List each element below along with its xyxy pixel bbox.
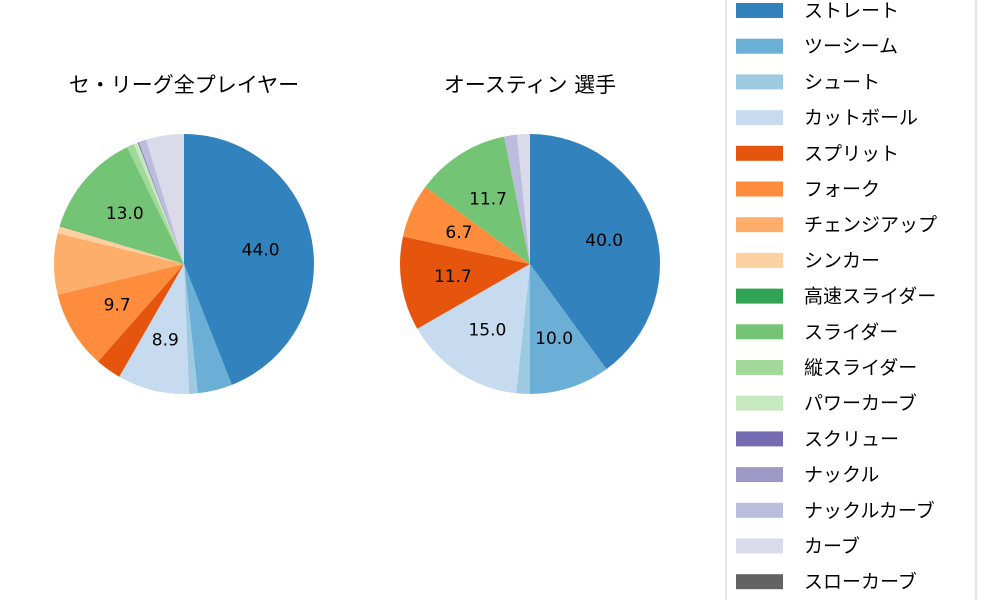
legend-swatch — [736, 110, 783, 126]
pie-slice — [516, 134, 530, 264]
pie-slice — [54, 233, 185, 295]
slice-value-label: 44.0 — [242, 240, 280, 260]
legend-label: 高速スライダー — [804, 286, 936, 308]
pie-slice — [57, 264, 184, 362]
pie-slice — [425, 136, 530, 264]
slice-value-label: 9.7 — [104, 295, 131, 315]
legend-swatch — [736, 502, 783, 518]
legend-label: ストレート — [804, 0, 899, 22]
pie-slice — [504, 134, 530, 264]
pie-slice — [184, 264, 198, 394]
legend-swatch — [736, 145, 783, 161]
slice-value-label: 11.7 — [469, 189, 507, 209]
pie-slice — [137, 142, 184, 264]
legend-swatch — [736, 181, 783, 197]
legend-swatch — [736, 538, 783, 554]
legend-swatch — [736, 324, 783, 340]
pie-slice — [146, 134, 184, 264]
legend-label: フォーク — [804, 179, 880, 201]
legend-label: シンカー — [804, 250, 880, 272]
legend-label: 縦スライダー — [804, 357, 917, 379]
pie-slice — [402, 186, 530, 264]
pie-slice — [59, 225, 184, 264]
pie-title: オースティン 選手 — [444, 73, 616, 97]
legend-label: スプリット — [804, 143, 899, 165]
legend-swatch — [736, 431, 783, 447]
slice-value-label: 40.0 — [585, 231, 623, 251]
legend-label: ナックルカーブ — [804, 499, 935, 522]
legend-swatch — [736, 38, 783, 54]
legend-swatch — [736, 467, 783, 483]
legend-label: カットボール — [804, 107, 918, 129]
pie-slice — [417, 264, 530, 394]
slice-value-label: 8.9 — [152, 331, 179, 351]
legend-swatch — [736, 288, 783, 304]
pie-austin: オースティン 選手 40.0 10.0 15.0 11.7 6.7 11.7 — [400, 73, 660, 394]
pie-slice — [57, 226, 184, 264]
legend-swatch — [736, 360, 783, 375]
legend-swatch — [736, 3, 783, 18]
pie-slice — [400, 236, 530, 329]
pie-slice — [139, 139, 184, 264]
pie-slice — [127, 144, 184, 264]
pie-slice — [184, 264, 232, 394]
slice-value-label: 15.0 — [468, 320, 506, 340]
legend-frame — [725, 0, 977, 600]
legend-label: パワーカーブ — [804, 392, 917, 415]
pie-slice — [530, 134, 660, 370]
pie-slice — [516, 264, 530, 394]
legend-swatch — [736, 217, 783, 233]
slice-value-label: 10.0 — [535, 329, 573, 349]
slice-value-label: 11.7 — [434, 267, 472, 287]
pie-slice — [59, 147, 185, 264]
pie-slice — [530, 264, 607, 394]
legend-label: スライダー — [804, 321, 898, 343]
legend-swatch — [736, 74, 783, 90]
legend: ストレートツーシームシュートカットボールスプリットフォークチェンジアップシンカー… — [725, 0, 977, 600]
slice-value-label: 6.7 — [445, 223, 472, 243]
legend-swatch — [736, 395, 783, 411]
legend-label: チェンジアップ — [804, 214, 937, 236]
pie-league-all-players: セ・リーグ全プレイヤー 44.0 8.9 9.7 13.0 — [54, 73, 315, 395]
pie-slice — [184, 134, 315, 385]
legend-label: ナックル — [804, 464, 879, 486]
legend-label: スローカーブ — [804, 570, 917, 593]
legend-label: スクリュー — [804, 428, 899, 450]
pie-slice — [133, 142, 184, 264]
pie-slice — [138, 141, 184, 264]
pie-slice — [119, 264, 189, 395]
legend-label: ツーシーム — [804, 36, 898, 58]
legend-label: カーブ — [804, 535, 860, 558]
pie-title: セ・リーグ全プレイヤー — [69, 73, 299, 97]
legend-label: シュート — [804, 71, 880, 93]
slice-value-label: 13.0 — [106, 204, 144, 224]
legend-swatch — [736, 252, 783, 268]
pie-slice — [98, 264, 184, 377]
legend-swatch — [736, 574, 783, 590]
